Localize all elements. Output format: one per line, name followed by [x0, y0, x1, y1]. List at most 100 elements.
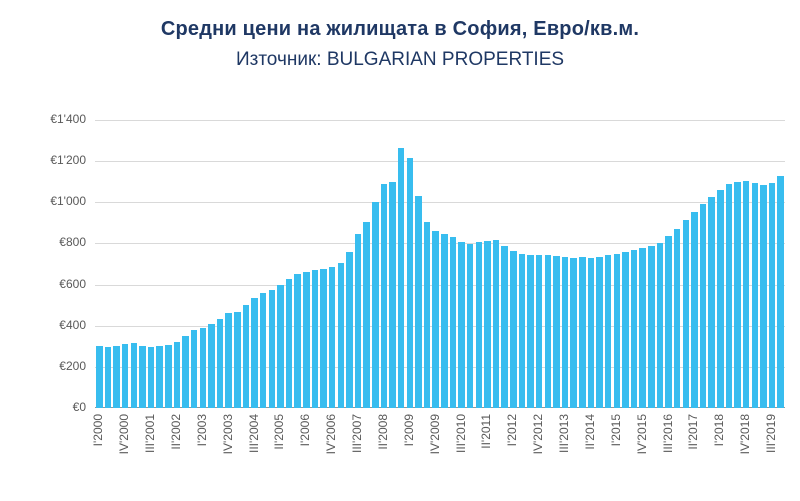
- bar-I'2019: [751, 183, 759, 408]
- x-axis-tick-label: I'2018: [712, 414, 727, 447]
- bar-II'2017: [691, 212, 698, 408]
- bar-I'2010: [441, 234, 448, 408]
- x-axis-tick-label: II'2011: [479, 414, 494, 449]
- x-axis-tick-label: II'2005: [272, 414, 287, 450]
- bar-II'2011: [484, 240, 491, 408]
- x-axis-tick-label: III'2013: [557, 414, 572, 453]
- x-axis-tick-label: III'2019: [764, 414, 779, 453]
- y-axis-tick-label: €800: [59, 235, 86, 250]
- x-axis-tick-label: IV'2003: [220, 414, 235, 455]
- bar-II'2009: [415, 196, 422, 408]
- bar-IV'2013: [570, 258, 577, 408]
- x-axis-tick-label: III'2001: [143, 414, 158, 453]
- x-axis-tick-label: II'2008: [375, 414, 390, 450]
- y-axis-tick-label: €0: [72, 400, 86, 414]
- bar-III'2003: [216, 318, 224, 408]
- bar-II'2018: [725, 184, 733, 408]
- bar-III'2000: [113, 346, 120, 408]
- gridline: [95, 325, 785, 327]
- bar-IV'2000: [121, 344, 129, 408]
- y-axis-tick-label: €200: [59, 358, 86, 373]
- bar-II'2012: [518, 253, 526, 408]
- bar-IV'2015: [639, 248, 646, 408]
- bar-I'2004: [234, 312, 241, 408]
- bar-III'2011: [492, 240, 500, 408]
- gridline: [95, 161, 785, 163]
- bar-IV'2011: [501, 245, 508, 408]
- x-axis-tick-label: II'2014: [582, 414, 597, 450]
- bar-IV'2001: [156, 346, 163, 408]
- bar-IV'2009: [432, 231, 439, 408]
- x-axis-tick-label: I'2015: [608, 414, 623, 447]
- bar-III'2002: [182, 336, 189, 408]
- x-axis-line: [95, 407, 785, 408]
- chart-title: Средни цени на жилищата в София, Евро/кв…: [160, 18, 640, 40]
- bar-III'2012: [527, 254, 534, 408]
- bar-III'2013: [561, 257, 569, 408]
- bar-II'2002: [173, 342, 181, 408]
- bar-II'2007: [346, 251, 353, 408]
- x-axis-tick-label: IV'2018: [738, 414, 753, 455]
- bar-III'2001: [147, 347, 155, 408]
- bar-IV'2008: [397, 147, 405, 408]
- bar-IV'2010: [466, 244, 474, 408]
- bar-IV'2012: [535, 255, 543, 408]
- bar-I'2012: [510, 251, 517, 408]
- bar-IV'2014: [604, 255, 612, 408]
- bar-II'2003: [208, 323, 215, 408]
- bar-II'2010: [449, 237, 457, 408]
- x-axis-tick-label: I'2006: [298, 414, 313, 447]
- chart-header: Средни цени на жилищата в София, Евро/кв…: [0, 18, 800, 71]
- bar-III'2004: [251, 297, 258, 408]
- bar-I'2015: [613, 254, 621, 408]
- bar-II'2004: [242, 305, 250, 408]
- bar-II'2005: [277, 284, 284, 408]
- x-axis-tick-label: III'2016: [660, 414, 675, 453]
- bar-IV'2016: [673, 228, 681, 408]
- bar-IV'2017: [708, 196, 715, 408]
- bar-IV'2002: [190, 329, 198, 408]
- x-axis-tick-label: IV'2006: [324, 414, 339, 455]
- x-axis-tick-label: II'2002: [168, 414, 183, 450]
- gridline: [95, 366, 785, 368]
- x-axis-tick-label: IV'2009: [427, 414, 442, 455]
- chart-subtitle: Източник: BULGARIAN PROPERTIES: [235, 49, 565, 70]
- bar-I'2003: [199, 327, 207, 408]
- bar-I'2014: [579, 257, 586, 408]
- gridline: [95, 284, 785, 286]
- bar-II'2000: [104, 347, 112, 408]
- y-axis-tick-label: €400: [59, 317, 86, 332]
- bar-IV'2018: [742, 181, 750, 408]
- x-axis-tick-label: III'2007: [350, 414, 365, 453]
- x-axis-tick-label: III'2004: [246, 414, 261, 453]
- bar-I'2009: [406, 158, 414, 408]
- bar-III'2005: [285, 279, 293, 408]
- bar-I'2017: [682, 220, 690, 408]
- bar-I'2005: [268, 289, 276, 408]
- bar-I'2011: [475, 242, 483, 408]
- plot-area: [95, 120, 785, 408]
- x-axis-tick-label: I'2000: [91, 414, 106, 447]
- y-axis-tick-label: €1'000: [50, 194, 86, 209]
- bar-I'2002: [165, 345, 172, 408]
- bar-III'2006: [320, 269, 327, 408]
- bar-II'2019: [760, 184, 767, 408]
- bar-II'2016: [656, 243, 664, 408]
- y-axis-tick-label: €1'200: [50, 153, 86, 168]
- bar-III'2017: [699, 203, 707, 408]
- bar-II'2013: [553, 256, 560, 408]
- bar-I'2007: [337, 262, 345, 408]
- bar-II'2014: [587, 257, 595, 408]
- bar-IV'2007: [363, 221, 370, 408]
- x-axis-tick-label: III'2010: [453, 414, 468, 453]
- bar-IV'2006: [328, 267, 336, 408]
- y-axis-tick-label: €1'400: [50, 112, 86, 126]
- bar-II'2015: [622, 252, 629, 408]
- bar-II'2008: [380, 183, 388, 408]
- bar-III'2018: [734, 182, 741, 408]
- x-axis-tick-label: I'2009: [401, 414, 416, 447]
- bar-IV'2003: [225, 313, 232, 408]
- y-axis-tick-label: €600: [59, 276, 86, 291]
- bar-I'2006: [303, 272, 310, 408]
- x-axis-tick-label: IV'2012: [531, 414, 546, 455]
